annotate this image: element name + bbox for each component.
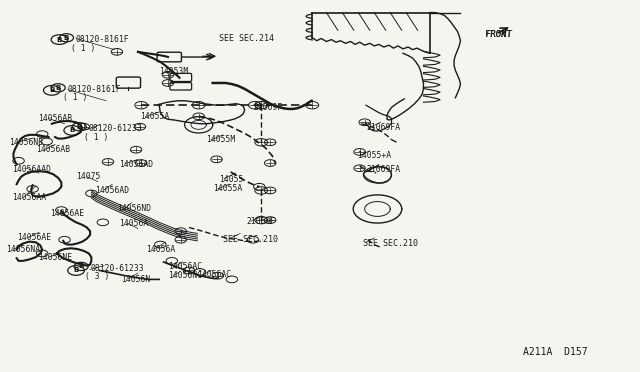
- Text: 14056A: 14056A: [147, 245, 175, 254]
- Text: 14056AA: 14056AA: [12, 193, 46, 202]
- Text: 14056AC: 14056AC: [168, 262, 202, 271]
- Text: 08120-8161F: 08120-8161F: [76, 35, 129, 44]
- Text: B: B: [56, 85, 61, 91]
- Text: 14056AAD: 14056AAD: [12, 165, 51, 174]
- Text: 14056NE: 14056NE: [38, 253, 72, 262]
- Text: 14056AD: 14056AD: [95, 186, 129, 195]
- Text: 14056AE: 14056AE: [17, 233, 51, 243]
- Text: ( 1 ): ( 1 ): [71, 44, 95, 52]
- Text: 14056AB: 14056AB: [36, 145, 70, 154]
- Text: ( 3 ): ( 3 ): [85, 272, 109, 281]
- Text: B: B: [49, 87, 54, 93]
- Text: B: B: [64, 35, 69, 41]
- Text: 14056ND: 14056ND: [117, 205, 151, 214]
- Text: 14055A: 14055A: [140, 112, 169, 121]
- Text: 21069FA: 21069FA: [366, 165, 400, 174]
- Text: ( 1 ): ( 1 ): [63, 93, 87, 102]
- Text: 14056AB: 14056AB: [38, 114, 72, 123]
- Text: ( 1 ): ( 1 ): [84, 132, 108, 142]
- Text: 08120-61233: 08120-61233: [90, 264, 144, 273]
- Text: 14075: 14075: [76, 172, 100, 181]
- Text: 21069F: 21069F: [246, 217, 276, 226]
- Text: A211A  D157: A211A D157: [523, 347, 588, 357]
- Text: 14055+A: 14055+A: [357, 151, 391, 160]
- Text: 14056AE: 14056AE: [51, 209, 84, 218]
- Text: 21069FA: 21069FA: [366, 123, 400, 132]
- Text: 14056A: 14056A: [119, 219, 148, 228]
- Text: 14055A: 14055A: [212, 185, 242, 193]
- Text: B: B: [70, 127, 75, 134]
- Text: 14053M: 14053M: [159, 67, 188, 76]
- Text: B: B: [79, 263, 84, 269]
- Text: 14056AD: 14056AD: [119, 160, 153, 169]
- Text: FRONT: FRONT: [484, 30, 511, 39]
- Text: 08120-61233: 08120-61233: [88, 124, 142, 133]
- Text: B: B: [74, 267, 79, 273]
- Text: 14055M: 14055M: [206, 135, 236, 144]
- Text: 14056NB: 14056NB: [9, 138, 43, 147]
- Text: 14056AC: 14056AC: [197, 270, 232, 279]
- Text: 14056NA: 14056NA: [6, 245, 40, 254]
- Text: FRONT: FRONT: [486, 29, 513, 39]
- Text: SEE SEC.214: SEE SEC.214: [219, 34, 274, 43]
- Text: B: B: [57, 36, 62, 43]
- Text: 14055: 14055: [219, 175, 243, 184]
- Text: 21069F: 21069F: [253, 103, 282, 112]
- Text: 08120-8161F: 08120-8161F: [67, 85, 121, 94]
- Text: SEE SEC.210: SEE SEC.210: [223, 235, 278, 244]
- Text: 14056N: 14056N: [121, 275, 150, 284]
- Text: SEE SEC.210: SEE SEC.210: [364, 239, 419, 248]
- Text: 14056NC: 14056NC: [168, 271, 202, 280]
- Text: B: B: [77, 124, 82, 130]
